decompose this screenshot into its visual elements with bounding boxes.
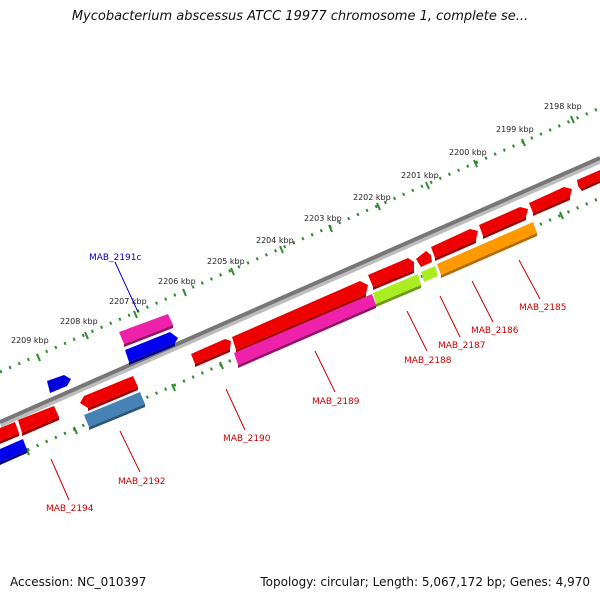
- gene-arrow[interactable]: [479, 207, 528, 239]
- gene-label[interactable]: MAB_2192: [118, 477, 166, 487]
- gene-arrow-blue[interactable]: [47, 375, 71, 393]
- kbp-label: 2208 kbp: [60, 317, 98, 326]
- accession-text: Accession: NC_010397: [10, 575, 147, 589]
- kbp-label: 2209 kbp: [11, 336, 49, 345]
- gene-label[interactable]: MAB_2191c: [89, 253, 142, 263]
- gene-arrow-orange[interactable]: [437, 222, 537, 278]
- gene-label[interactable]: MAB_2187: [438, 341, 486, 351]
- gene-arrow-pink[interactable]: [119, 314, 173, 347]
- kbp-label: 2198 kbp: [544, 102, 582, 111]
- gene-arrow-lime[interactable]: [421, 266, 438, 282]
- genome-summary-text: Topology: circular; Length: 5,067,172 bp…: [260, 575, 590, 589]
- map-title: Mycobacterium abscessus ATCC 19977 chrom…: [71, 9, 529, 24]
- leader-line: [225, 388, 246, 431]
- gene-arrow[interactable]: [0, 422, 19, 444]
- gene-arrow-blue[interactable]: [125, 332, 178, 365]
- kbp-label: 2204 kbp: [256, 236, 294, 245]
- gene-label[interactable]: MAB_2186: [471, 326, 519, 336]
- gene-arrow-steelblue[interactable]: [84, 392, 145, 430]
- gene-arrow[interactable]: [577, 170, 600, 191]
- leader-line: [314, 350, 336, 393]
- gene-arrow[interactable]: [18, 406, 59, 436]
- kbp-label: 2200 kbp: [449, 148, 487, 157]
- leader-line: [406, 310, 428, 352]
- gene-arrow-lime[interactable]: [373, 274, 421, 307]
- gene-arrow-blue[interactable]: [0, 439, 27, 465]
- gene-arrow[interactable]: [529, 187, 572, 216]
- leader-line: [114, 261, 139, 313]
- gene-arrow[interactable]: [191, 339, 231, 367]
- leader-line: [518, 259, 541, 300]
- gene-arrow[interactable]: [416, 251, 432, 267]
- chromosome-backbone: [0, 156, 600, 424]
- kbp-label: 2203 kbp: [304, 214, 342, 223]
- kbp-label: 2199 kbp: [496, 125, 534, 134]
- gene-label[interactable]: MAB_2194: [46, 504, 94, 514]
- leader-line: [439, 295, 461, 338]
- leader-line: [471, 280, 494, 323]
- kbp-label: 2201 kbp: [401, 171, 439, 180]
- leader-line: [50, 458, 70, 501]
- gene-arrow[interactable]: [431, 229, 478, 261]
- gene-arrow-pink[interactable]: [234, 294, 376, 368]
- gene-label[interactable]: MAB_2189: [312, 397, 360, 407]
- outer-major-ticks: [36, 115, 575, 362]
- kbp-label: 2205 kbp: [207, 257, 245, 266]
- kbp-label: 2207 kbp: [109, 297, 147, 306]
- kbp-label: 2206 kbp: [158, 277, 196, 286]
- gene-label[interactable]: MAB_2190: [223, 434, 271, 444]
- gene-label[interactable]: MAB_2188: [404, 356, 452, 366]
- kbp-label: 2202 kbp: [353, 193, 391, 202]
- gene-arrow[interactable]: [368, 258, 414, 290]
- gene-arrow[interactable]: [80, 376, 138, 411]
- gene-label[interactable]: MAB_2185: [519, 303, 567, 313]
- leader-line: [119, 430, 141, 473]
